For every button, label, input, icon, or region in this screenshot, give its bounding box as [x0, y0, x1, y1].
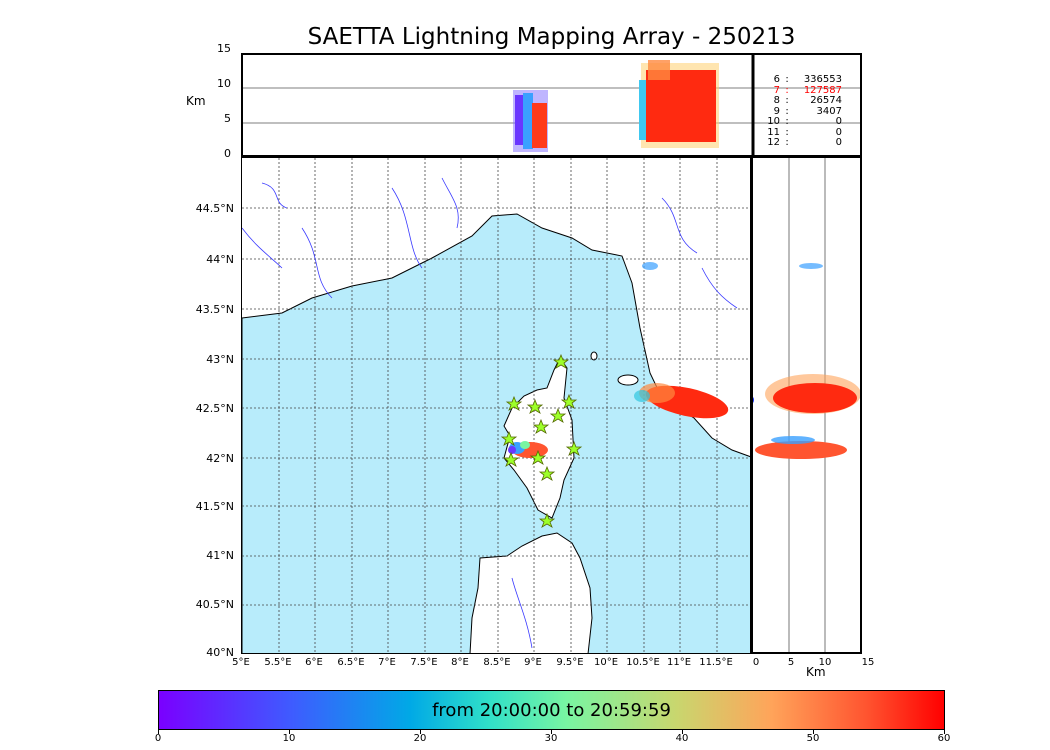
- sea-area: [242, 213, 750, 653]
- corsica-land: [503, 357, 575, 519]
- station-star: [532, 418, 550, 434]
- lon-tick: 10.5°E: [626, 657, 660, 668]
- colorbar-tick: 60: [937, 733, 951, 744]
- colorbar-tick: 50: [806, 733, 820, 744]
- station-star: [526, 398, 544, 414]
- altitude-tick-15: 15: [217, 42, 231, 55]
- station-star: [552, 353, 570, 369]
- time-colorbar: from 20:00:00 to 20:59:59: [158, 690, 945, 730]
- lat-tick: 41°N: [206, 549, 234, 562]
- colorbar-tick: 20: [413, 733, 427, 744]
- lon-tick: 5°E: [232, 657, 250, 668]
- lat-tick: 43.5°N: [195, 303, 234, 316]
- side-x-tick: 0: [752, 657, 760, 668]
- altitude-tick-0: 0: [224, 147, 231, 160]
- lon-tick: 8.5°E: [483, 657, 511, 668]
- island: [590, 351, 598, 361]
- lon-tick: 11°E: [666, 657, 692, 668]
- lon-tick: 7.5°E: [410, 657, 438, 668]
- altitude-tick-5: 5: [224, 112, 231, 125]
- station-star: [560, 393, 578, 409]
- station-star: [549, 407, 567, 423]
- lon-tick: 9.5°E: [556, 657, 584, 668]
- station-star: [502, 451, 520, 467]
- altitude-unit-label: Km: [186, 94, 206, 108]
- side-lightning-west: [755, 436, 847, 459]
- side-unit-label: Km: [806, 665, 826, 679]
- island: [617, 374, 639, 386]
- side-lightning-north: [799, 263, 823, 269]
- count-row: 6:336553: [773, 74, 842, 85]
- lat-tick: 44°N: [206, 253, 234, 266]
- count-row: 10:0: [767, 116, 842, 127]
- colorbar-tick: 40: [675, 733, 689, 744]
- altitude-plot: [243, 55, 860, 155]
- side-x-tick: 10: [818, 657, 832, 668]
- map-panel: [241, 158, 753, 654]
- altitude-panel: [241, 53, 862, 158]
- chart-title: SAETTA Lightning Mapping Array - 250213: [307, 24, 796, 50]
- map-lightning-north: [642, 262, 658, 270]
- sardinia-land: [469, 532, 593, 653]
- count-row: 11:0: [767, 126, 842, 138]
- lon-tick: 5.5°E: [264, 657, 292, 668]
- lat-tick: 42.5°N: [195, 402, 234, 415]
- station-star: [505, 395, 523, 411]
- altitude-tick-10: 10: [217, 77, 231, 90]
- lon-tick: 7°E: [378, 657, 396, 668]
- lon-tick: 6.5°E: [337, 657, 365, 668]
- count-row: 8:26574: [773, 95, 842, 106]
- station-star: [565, 440, 583, 456]
- altitude-count-table: 6:336553 7:127587 8:26574 9:3407 10:0 11…: [760, 74, 860, 149]
- lon-tick: 6°E: [305, 657, 323, 668]
- count-row: 12:0: [767, 137, 842, 148]
- side-x-tick: 5: [787, 657, 795, 668]
- colorbar-tick: 10: [282, 733, 296, 744]
- lat-tick: 41.5°N: [195, 500, 234, 513]
- altitude-lightning-cluster-west: [513, 90, 548, 152]
- colorbar-label: from 20:00:00 to 20:59:59: [432, 700, 671, 721]
- colorbar-tick: 0: [154, 733, 162, 744]
- map-svg: [242, 158, 750, 653]
- altitude-lightning-cluster-east: [639, 60, 719, 148]
- count-row: 9:3407: [773, 105, 842, 117]
- lat-tick: 44.5°N: [195, 202, 234, 215]
- station-star: [529, 449, 547, 465]
- side-altitude-panel: [753, 158, 862, 654]
- station-star: [538, 465, 556, 481]
- station-star: [538, 512, 556, 528]
- lon-tick: 9°E: [524, 657, 542, 668]
- lon-tick: 10°E: [593, 657, 619, 668]
- lon-tick: 11.5°E: [699, 657, 733, 668]
- lon-tick: 8°E: [451, 657, 469, 668]
- map-lightning-east: [634, 383, 729, 419]
- side-altitude-plot: [753, 158, 860, 652]
- lat-tick: 42°N: [206, 452, 234, 465]
- lat-tick: 40°N: [206, 646, 234, 659]
- map-rivers: [242, 177, 738, 649]
- colorbar-tick: 30: [544, 733, 558, 744]
- count-row: 7:127587: [773, 84, 842, 96]
- station-star: [500, 430, 518, 446]
- lat-tick: 40.5°N: [195, 598, 234, 611]
- lat-tick: 43°N: [206, 353, 234, 366]
- side-lightning-east: [765, 374, 860, 414]
- side-x-tick: 15: [861, 657, 875, 668]
- side-lightning-spot: [753, 396, 754, 404]
- lma-stations: [500, 353, 583, 528]
